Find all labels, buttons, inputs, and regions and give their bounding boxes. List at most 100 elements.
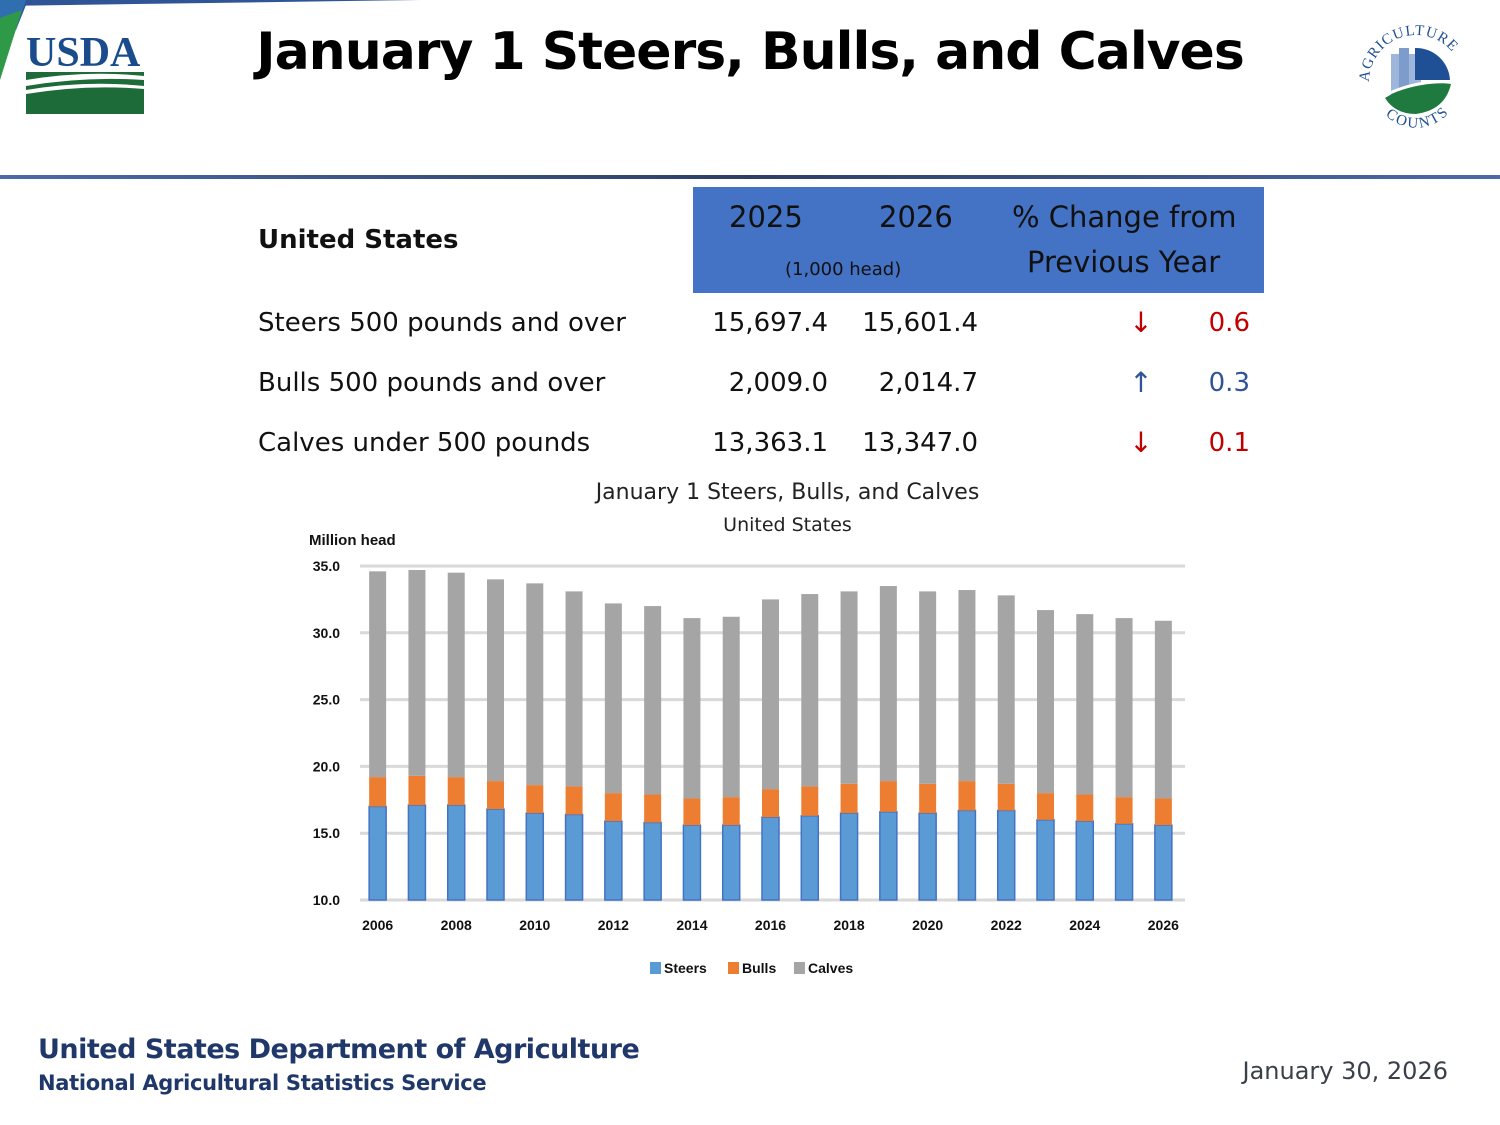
bar-calves-2010 (526, 583, 544, 786)
legend-swatch (650, 962, 661, 974)
legend-swatch (794, 962, 805, 974)
bar-bulls-2010 (526, 785, 544, 814)
value-2026: 13,347.0 (862, 428, 978, 458)
legend-item-bulls: Bulls (728, 960, 776, 976)
x-tick-label: 2022 (991, 917, 1022, 933)
col-header-2026: 2026 (879, 200, 953, 234)
bar-steers-2009 (486, 808, 505, 901)
legend-label: Steers (664, 960, 707, 976)
bar-bulls-2021 (958, 781, 976, 811)
percent-change: 0.3 (1208, 368, 1250, 398)
bar-steers-2021 (957, 809, 977, 901)
legend-label: Bulls (742, 960, 776, 976)
x-tick-label: 2016 (755, 917, 786, 933)
y-tick-label: 25.0 (313, 692, 340, 708)
bar-calves-2018 (840, 591, 858, 784)
bar-calves-2006 (369, 571, 387, 778)
percent-change: 0.6 (1208, 308, 1250, 338)
bar-bulls-2014 (683, 798, 701, 826)
footer-department: United States Department of Agriculture (38, 1034, 640, 1065)
y-tick-label: 15.0 (313, 825, 340, 841)
bar-bulls-2013 (644, 794, 662, 823)
bar-bulls-2023 (1037, 793, 1054, 820)
y-tick-label: 10.0 (313, 892, 340, 908)
bar-steers-2026 (1154, 824, 1173, 901)
bar-calves-2011 (565, 591, 583, 787)
bar-steers-2024 (1075, 820, 1095, 901)
col-header-change-line2: Previous Year (1027, 245, 1221, 279)
bar-bulls-2009 (487, 781, 504, 810)
region-label: United States (258, 225, 459, 255)
bar-bulls-2018 (840, 783, 858, 814)
bar-steers-2023 (1036, 819, 1055, 901)
bar-steers-2020 (918, 812, 937, 901)
bar-calves-2015 (722, 616, 740, 798)
bar-calves-2007 (408, 570, 426, 776)
stacked-bar-chart: Million head 10.0 15.0 20.0 25.0 30.0 35.0 20… (309, 532, 1185, 976)
bar-steers-2013 (643, 821, 662, 901)
bar-steers-2015 (721, 824, 741, 901)
value-2026: 2,014.7 (878, 368, 978, 398)
bar-bulls-2006 (369, 777, 387, 807)
bar-steers-2017 (800, 815, 820, 901)
agriculture-counts-logo: AGRICULTURE COUNTS (1355, 18, 1477, 140)
bar-calves-2023 (1037, 610, 1054, 794)
arrow-down-icon: ↓ (1129, 306, 1153, 339)
legend-item-calves: Calves (794, 960, 853, 976)
usda-logo: USDA (26, 30, 146, 116)
bar-steers-2008 (446, 804, 466, 901)
y-axis-label: Million head (309, 532, 396, 549)
row-label: Bulls 500 pounds and over (258, 368, 606, 398)
bar-bulls-2012 (604, 793, 622, 822)
col-header-2025: 2025 (729, 200, 803, 234)
bar-steers-2007 (407, 804, 427, 901)
bar-bulls-2016 (762, 789, 779, 818)
legend-swatch (728, 962, 739, 974)
legend-item-steers: Steers (650, 960, 707, 976)
bar-calves-2016 (762, 599, 779, 790)
bar-bulls-2020 (919, 783, 937, 814)
row-label: Steers 500 pounds and over (258, 308, 626, 338)
footer-agency: National Agricultural Statistics Service (38, 1071, 487, 1095)
bar-calves-2017 (801, 594, 819, 787)
percent-change: 0.1 (1208, 428, 1250, 458)
bar-bulls-2025 (1115, 797, 1133, 824)
bar-steers-2016 (761, 816, 780, 901)
bar-calves-2021 (958, 590, 976, 782)
x-tick-label: 2012 (598, 917, 629, 933)
bar-bulls-2007 (408, 775, 426, 806)
bar-steers-2012 (604, 820, 623, 901)
bar-calves-2014 (683, 618, 701, 799)
bar-steers-2014 (682, 824, 702, 901)
value-2025: 15,697.4 (712, 308, 828, 338)
chart-subtitle: United States (723, 514, 852, 536)
bar-steers-2006 (368, 805, 387, 901)
bar-calves-2012 (604, 603, 622, 794)
x-tick-label: 2020 (912, 917, 943, 933)
bar-bulls-2026 (1154, 798, 1172, 826)
bar-bulls-2015 (722, 797, 740, 826)
bar-bulls-2019 (879, 781, 897, 812)
x-tick-label: 2024 (1069, 917, 1100, 933)
bar-calves-2008 (447, 572, 465, 778)
x-tick-label: 2018 (833, 917, 864, 933)
bar-calves-2020 (919, 591, 937, 784)
bar-bulls-2024 (1076, 794, 1094, 822)
x-tick-label: 2014 (676, 917, 707, 933)
x-tick-label: 2008 (441, 917, 472, 933)
y-tick-label: 35.0 (313, 558, 340, 574)
bar-steers-2022 (996, 809, 1016, 901)
chart-title: January 1 Steers, Bulls, and Calves (595, 480, 980, 505)
footer-date: January 30, 2026 (1242, 1057, 1449, 1085)
usda-logo-text: USDA (26, 30, 141, 76)
x-tick-label: 2006 (362, 917, 393, 933)
corner-wedge (0, 0, 26, 80)
bar-bulls-2008 (447, 777, 465, 806)
bar-steers-2010 (525, 812, 545, 901)
bar-calves-2009 (487, 579, 504, 782)
bar-calves-2025 (1115, 618, 1133, 798)
bar-calves-2024 (1076, 614, 1094, 795)
bar-calves-2026 (1154, 620, 1172, 799)
bar-calves-2019 (879, 586, 897, 782)
value-2025: 2,009.0 (728, 368, 828, 398)
